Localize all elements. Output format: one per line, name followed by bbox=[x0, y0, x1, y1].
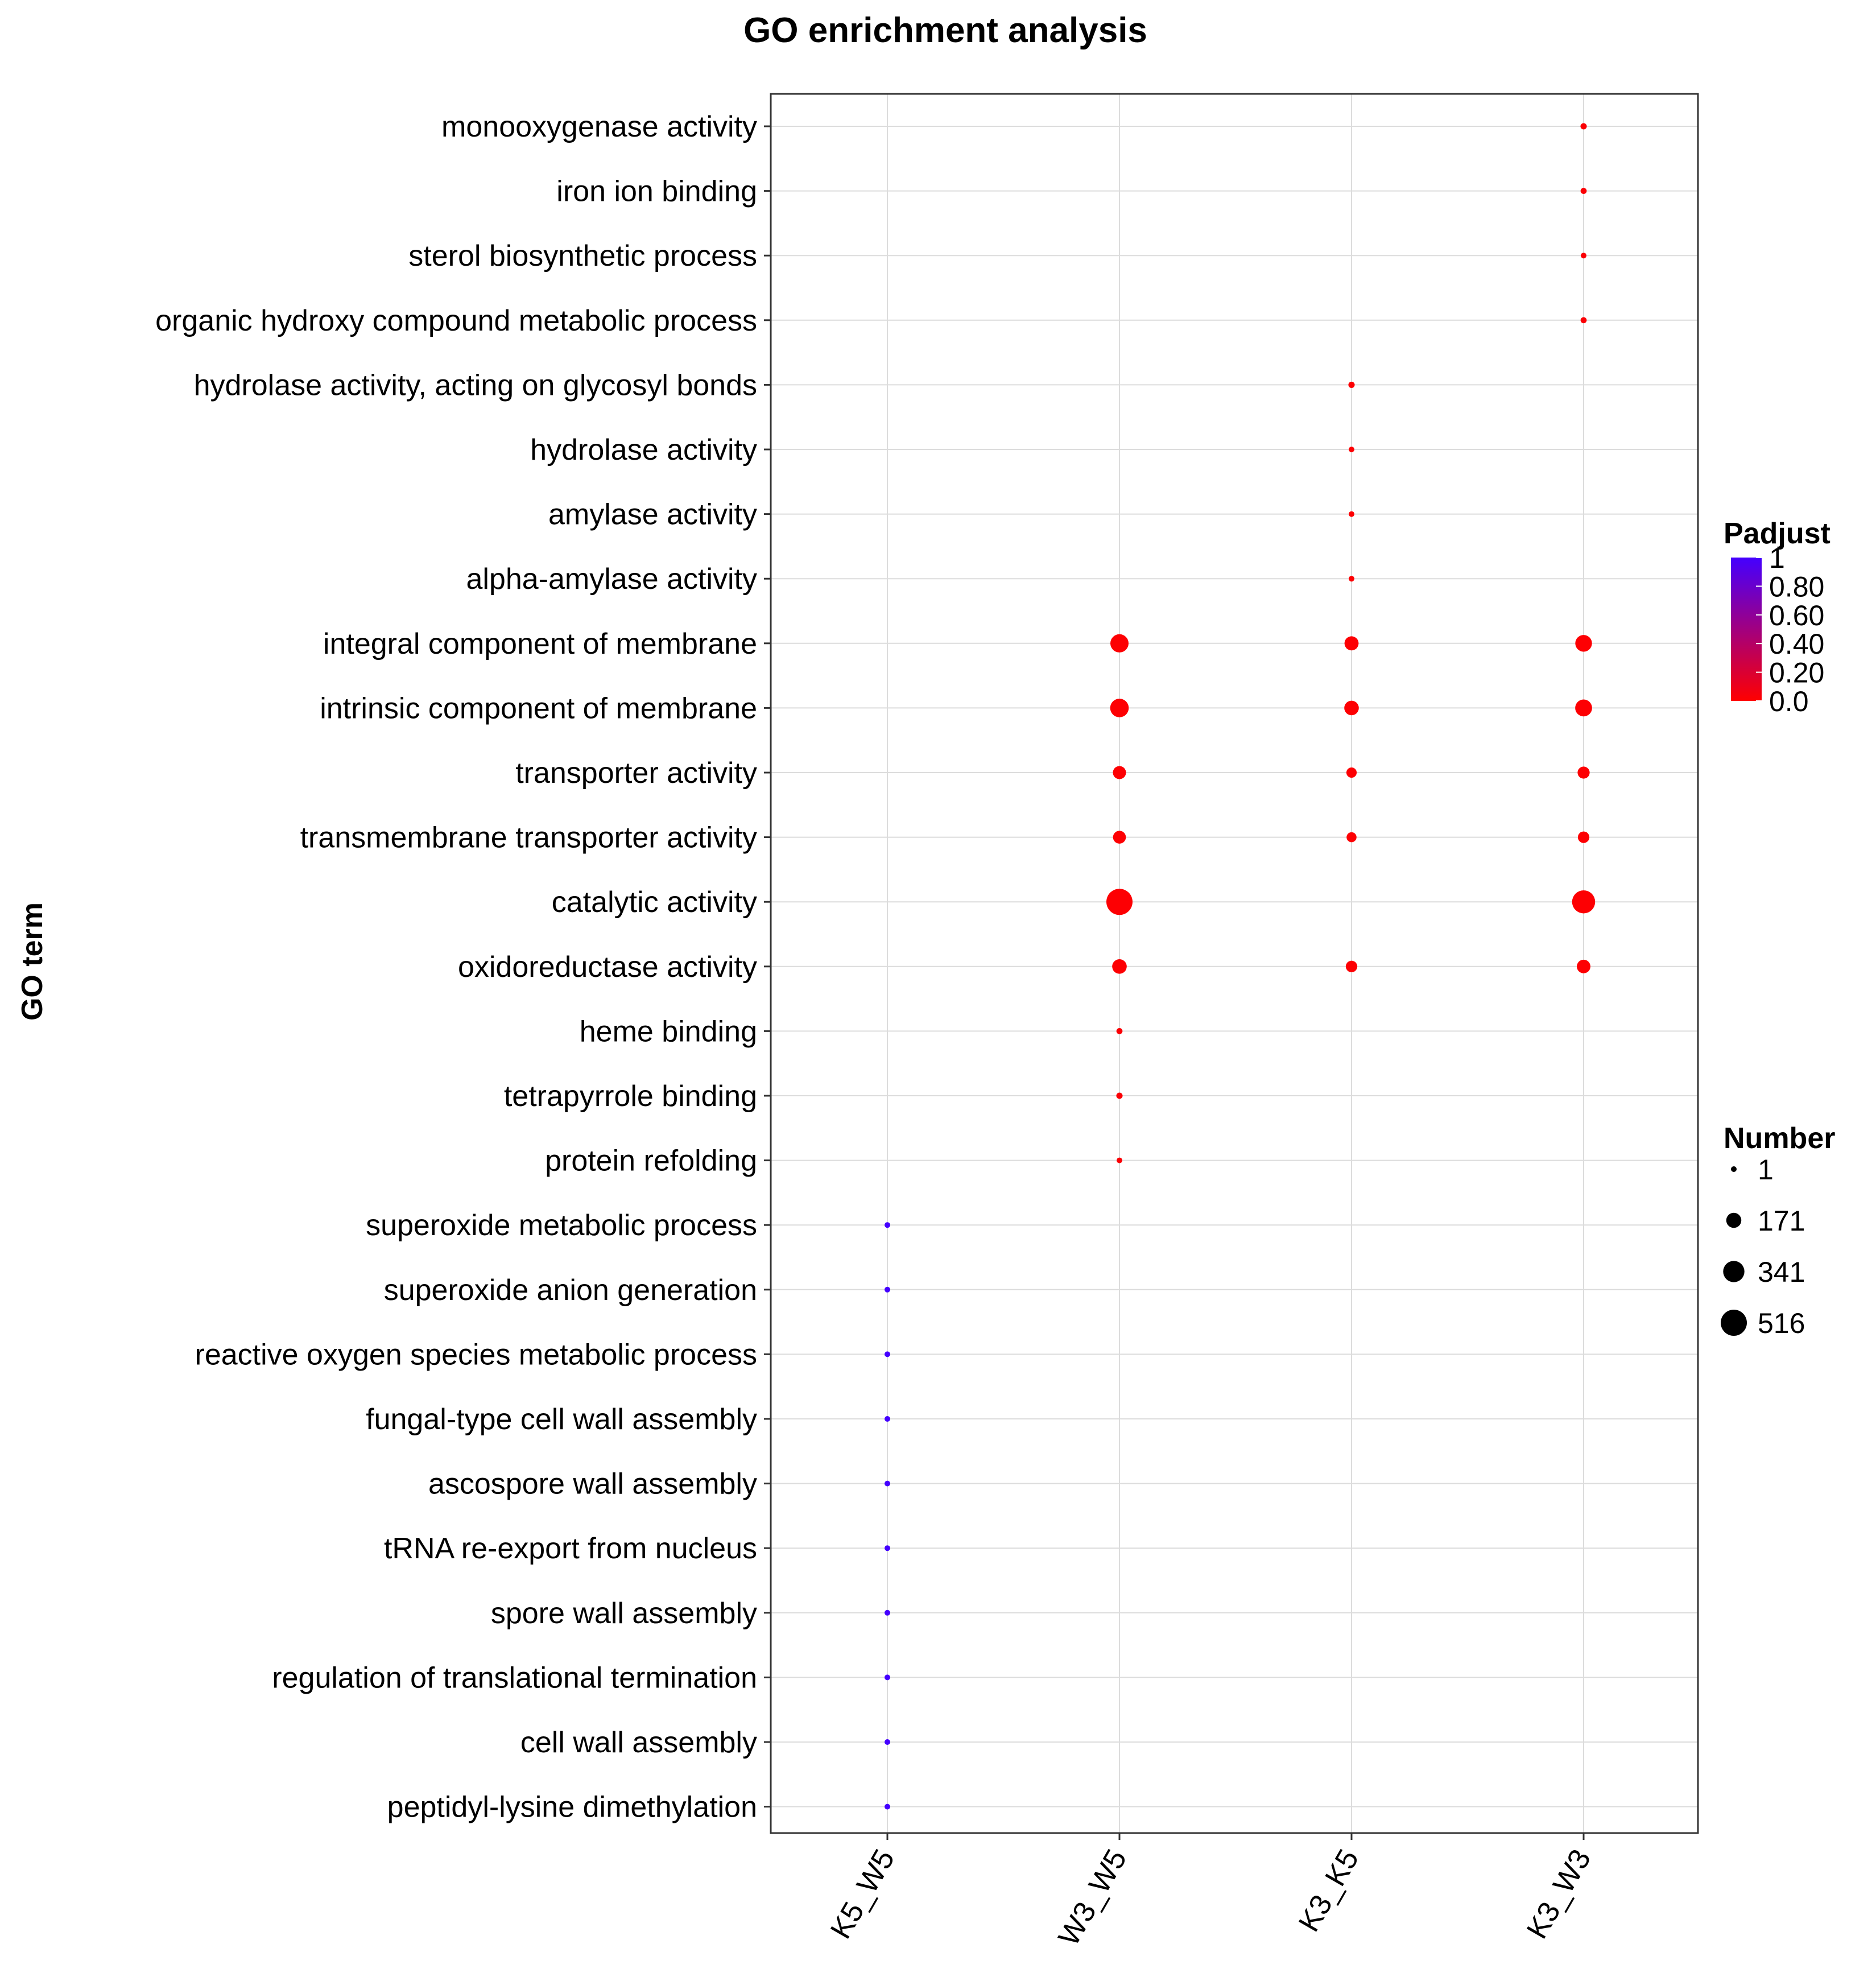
point-k5-w5-fungal-type-cell-wall-assembly bbox=[885, 1416, 890, 1422]
y-axis-title: GO term bbox=[16, 902, 49, 1021]
y-tick-label: transporter activity bbox=[515, 757, 757, 790]
point-w3-w5-protein-refolding bbox=[1117, 1157, 1122, 1163]
point-w3-w5-transporter-activity bbox=[1113, 766, 1126, 779]
point-k5-w5-cell-wall-assembly bbox=[885, 1739, 890, 1745]
number-legend-dot bbox=[1721, 1310, 1747, 1336]
padjust-legend-label: 1 bbox=[1769, 542, 1785, 574]
point-k3-w3-organic-hydroxy-compound-metabolic-process bbox=[1580, 317, 1587, 324]
point-k3-w3-catalytic-activity bbox=[1572, 890, 1596, 914]
point-k3-k5-hydrolase-activity-acting-on-glycosyl-bonds bbox=[1348, 381, 1355, 388]
x-tick-label: K5_W5 bbox=[824, 1844, 901, 1945]
y-tick-label: alpha-amylase activity bbox=[466, 563, 757, 596]
point-k3-k5-hydrolase-activity bbox=[1349, 447, 1354, 452]
point-k3-k5-intrinsic-component-of-membrane bbox=[1344, 700, 1359, 716]
y-tick-label: hydrolase activity bbox=[530, 434, 757, 467]
y-tick-label: hydrolase activity, acting on glycosyl b… bbox=[194, 369, 757, 402]
point-k5-w5-ascospore-wall-assembly bbox=[885, 1480, 890, 1487]
point-w3-w5-tetrapyrrole-binding bbox=[1116, 1092, 1123, 1099]
point-k3-w3-monooxygenase-activity bbox=[1580, 123, 1587, 130]
point-k3-k5-alpha-amylase-activity bbox=[1349, 576, 1354, 582]
padjust-legend-label: 0.0 bbox=[1769, 686, 1809, 717]
y-tick-label: superoxide anion generation bbox=[384, 1274, 757, 1307]
y-tick-label: integral component of membrane bbox=[323, 628, 757, 661]
y-tick-label: peptidyl-lysine dimethylation bbox=[387, 1791, 757, 1824]
point-k5-w5-trna-re-export-from-nucleus bbox=[885, 1545, 890, 1551]
point-k3-k5-oxidoreductase-activity bbox=[1345, 960, 1358, 972]
plot-panel-border bbox=[770, 93, 1699, 1834]
x-tick-label: K3_K5 bbox=[1292, 1844, 1365, 1937]
y-tick-label: iron ion binding bbox=[556, 175, 757, 208]
y-tick-label: tetrapyrrole binding bbox=[504, 1080, 757, 1113]
padjust-legend-title: Padjust bbox=[1724, 517, 1830, 550]
point-k3-w3-iron-ion-binding bbox=[1580, 188, 1587, 194]
point-k5-w5-superoxide-metabolic-process bbox=[885, 1222, 890, 1228]
number-legend-dot bbox=[1726, 1212, 1742, 1228]
x-tick-label: K3_W3 bbox=[1520, 1844, 1597, 1945]
point-w3-w5-integral-component-of-membrane bbox=[1110, 634, 1129, 653]
point-k3-k5-amylase-activity bbox=[1349, 511, 1354, 517]
y-tick-label: sterol biosynthetic process bbox=[408, 240, 757, 273]
number-legend-title: Number bbox=[1724, 1122, 1835, 1155]
number-legend-label: 1 bbox=[1758, 1154, 1774, 1186]
y-tick-label: ascospore wall assembly bbox=[428, 1468, 757, 1501]
point-k5-w5-regulation-of-translational-termination bbox=[885, 1674, 890, 1681]
point-k5-w5-superoxide-anion-generation bbox=[885, 1286, 890, 1293]
y-tick-label: oxidoreductase activity bbox=[458, 951, 757, 984]
y-tick-label: superoxide metabolic process bbox=[366, 1209, 757, 1242]
padjust-legend-label: 0.40 bbox=[1769, 628, 1824, 660]
y-tick-label: regulation of translational termination bbox=[272, 1661, 757, 1694]
y-tick-label: reactive oxygen species metabolic proces… bbox=[195, 1338, 757, 1371]
point-k5-w5-spore-wall-assembly bbox=[885, 1609, 890, 1616]
point-k3-w3-sterol-biosynthetic-process bbox=[1581, 253, 1586, 259]
point-k3-k5-transmembrane-transporter-activity bbox=[1346, 832, 1357, 843]
y-tick-label: tRNA re-export from nucleus bbox=[384, 1532, 757, 1565]
y-tick-label: protein refolding bbox=[545, 1145, 757, 1178]
point-k3-w3-transmembrane-transporter-activity bbox=[1577, 831, 1590, 843]
number-legend: Number 1 171 341 516 bbox=[1721, 1122, 1835, 1339]
number-legend-label: 171 bbox=[1758, 1205, 1805, 1237]
padjust-legend-label: 0.20 bbox=[1769, 657, 1824, 689]
point-w3-w5-catalytic-activity bbox=[1106, 889, 1133, 915]
padjust-legend-label: 0.80 bbox=[1769, 571, 1824, 602]
number-legend-dot bbox=[1723, 1261, 1745, 1282]
y-tick-label: monooxygenase activity bbox=[441, 110, 757, 143]
y-tick-label: heme binding bbox=[580, 1015, 757, 1048]
point-k3-w3-integral-component-of-membrane bbox=[1575, 635, 1592, 652]
point-w3-w5-oxidoreductase-activity bbox=[1112, 959, 1127, 974]
y-tick-label: intrinsic component of membrane bbox=[320, 692, 757, 725]
number-legend-label: 516 bbox=[1758, 1307, 1805, 1339]
data-points bbox=[885, 123, 1596, 1810]
point-w3-w5-transmembrane-transporter-activity bbox=[1113, 831, 1126, 844]
number-legend-label: 341 bbox=[1758, 1256, 1805, 1288]
y-tick-label: organic hydroxy compound metabolic proce… bbox=[155, 304, 757, 337]
x-tick-label: W3_W5 bbox=[1052, 1844, 1134, 1951]
chart-title: GO enrichment analysis bbox=[743, 11, 1147, 50]
x-axis: K5_W5 W3_W5 K3_K5 K3_W3 bbox=[824, 1833, 1597, 1951]
point-k3-w3-intrinsic-component-of-membrane bbox=[1575, 699, 1592, 717]
point-k3-k5-transporter-activity bbox=[1346, 767, 1357, 778]
y-tick-label: fungal-type cell wall assembly bbox=[366, 1403, 757, 1436]
point-k3-w3-transporter-activity bbox=[1577, 766, 1590, 779]
y-tick-label: cell wall assembly bbox=[520, 1726, 757, 1759]
y-tick-label: catalytic activity bbox=[552, 886, 757, 919]
point-k3-w3-oxidoreductase-activity bbox=[1577, 959, 1590, 973]
padjust-colorbar bbox=[1731, 558, 1762, 701]
point-k3-k5-integral-component-of-membrane bbox=[1344, 636, 1359, 651]
padjust-legend: Padjust 10.800.600.400.200.0 bbox=[1724, 517, 1830, 717]
y-axis: monooxygenase activity iron ion binding st… bbox=[155, 110, 771, 1824]
grid-lines bbox=[771, 94, 1698, 1833]
point-k5-w5-peptidyl-lysine-dimethylation bbox=[885, 1803, 890, 1810]
point-w3-w5-intrinsic-component-of-membrane bbox=[1110, 699, 1129, 717]
y-tick-label: transmembrane transporter activity bbox=[300, 822, 757, 855]
point-k5-w5-reactive-oxygen-species-metabolic-process bbox=[885, 1351, 890, 1357]
number-legend-dot bbox=[1731, 1166, 1737, 1172]
y-tick-label: amylase activity bbox=[548, 498, 757, 531]
y-tick-label: spore wall assembly bbox=[491, 1597, 757, 1630]
point-w3-w5-heme-binding bbox=[1116, 1028, 1123, 1034]
padjust-legend-label: 0.60 bbox=[1769, 600, 1824, 632]
